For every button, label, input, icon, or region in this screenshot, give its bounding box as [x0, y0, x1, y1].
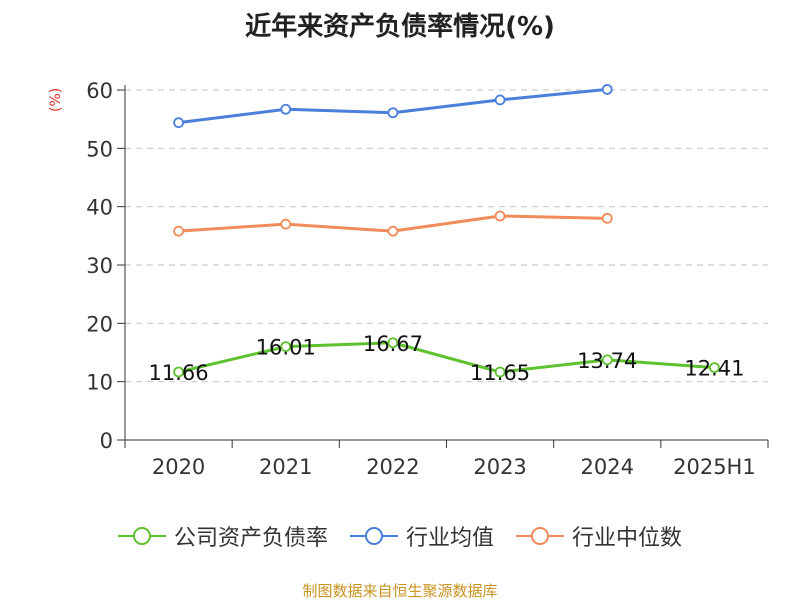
y-tick-label: 50 — [86, 137, 113, 161]
data-label: 16.67 — [363, 332, 423, 356]
chart-title: 近年来资产负债率情况(%) — [245, 12, 555, 42]
data-point — [387, 225, 399, 237]
legend-label-industry-median: 行业中位数 — [572, 526, 683, 551]
data-label: 16.01 — [256, 336, 316, 360]
series-line — [178, 341, 715, 374]
data-label: 13.74 — [577, 349, 637, 373]
data-point — [173, 117, 184, 129]
y-tick-label: 20 — [86, 312, 113, 336]
data-point — [601, 84, 613, 95]
data-point — [173, 366, 184, 378]
data-point — [387, 337, 399, 349]
legend-label-company: 公司资产负债率 — [173, 526, 328, 551]
data-label: 11.65 — [470, 361, 530, 385]
y-tick-label: 10 — [86, 371, 113, 395]
data-point — [280, 103, 292, 115]
legend-marker-industry-median — [516, 527, 564, 545]
y-tick-label: 0 — [100, 429, 113, 453]
legend-item-industry-mean[interactable]: 行业均值 — [349, 520, 494, 552]
data-point — [387, 107, 399, 119]
x-tick-label: 2022 — [366, 455, 419, 479]
legend-marker-industry-mean — [349, 527, 398, 545]
legend-item-industry-median[interactable]: 行业中位数 — [516, 520, 682, 552]
y-tick-label: 60 — [86, 79, 113, 103]
data-point — [601, 354, 613, 366]
legend-marker-company — [117, 527, 166, 545]
y-tick-label: 30 — [86, 254, 113, 278]
x-tick-label: 2024 — [581, 455, 634, 479]
data-point — [601, 212, 613, 224]
data-label: 11.66 — [149, 361, 209, 385]
x-tick-label: 2020 — [152, 455, 205, 479]
legend-label-industry-mean: 行业均值 — [405, 526, 494, 551]
data-point — [494, 366, 506, 378]
data-point — [494, 94, 506, 106]
data-point — [280, 218, 292, 230]
x-tick-label: 2021 — [259, 455, 312, 479]
data-label: 12.41 — [684, 357, 744, 381]
x-tick-label: 2023 — [473, 455, 526, 479]
data-point — [280, 341, 292, 353]
source-footer: 制图数据来自恒生聚源数据库 — [302, 582, 498, 600]
data-point — [709, 362, 720, 374]
legend: 公司资产负债率 行业均值 行业中位数 — [0, 520, 800, 552]
y-tick-label: 40 — [86, 196, 113, 220]
data-point — [173, 225, 184, 237]
legend-item-company[interactable]: 公司资产负债率 — [117, 520, 328, 552]
x-tick-label: 2025H1 — [673, 455, 756, 479]
data-point — [494, 210, 506, 222]
